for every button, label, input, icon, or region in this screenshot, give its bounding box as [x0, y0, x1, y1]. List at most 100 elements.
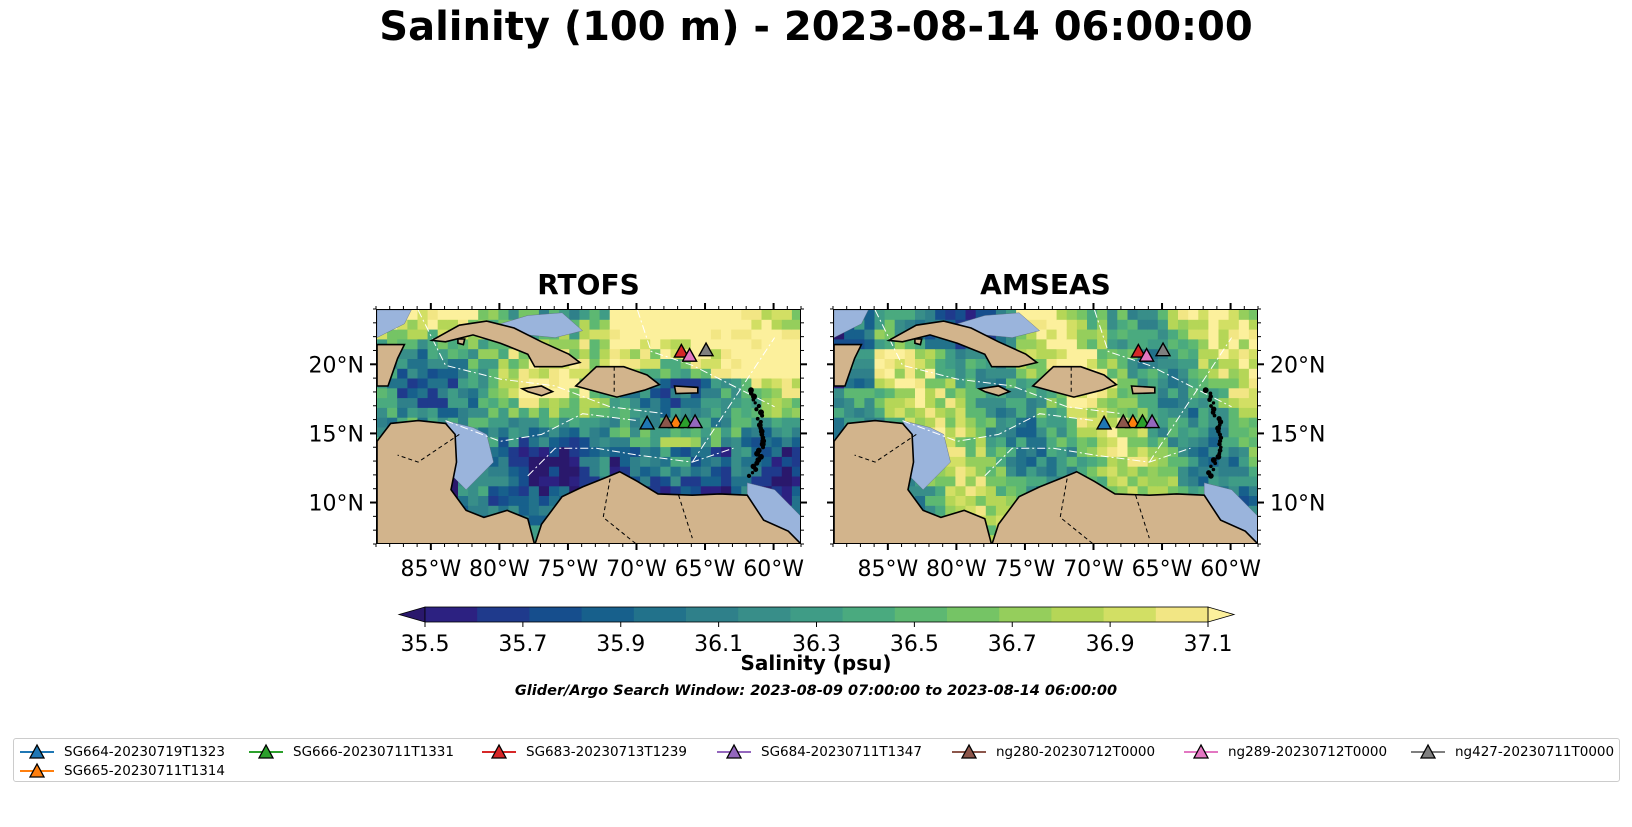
lon-label: 60°W — [743, 557, 804, 582]
glider-marker-ng280-20230712T0000 — [1115, 413, 1132, 429]
panel-title-rtofs: RTOFS — [537, 268, 640, 301]
colorbar-segment — [999, 607, 1052, 622]
legend-item: SG666-20230711T1331 — [249, 743, 454, 761]
glider-marker-SG664-20230719T1323 — [1095, 414, 1113, 430]
colorbar-segment — [1155, 607, 1209, 622]
lon-label: 65°W — [1132, 557, 1193, 582]
glider-marker-ng289-20230712T0000 — [681, 347, 698, 362]
glider-marker-SG665-20230711T1314 — [1124, 413, 1142, 429]
colorbar-extend-low — [397, 606, 426, 623]
colorbar: 35.5 35.7 35.9 36.1 36.3 36.5 36.7 36.9 37.1 — [397, 606, 1236, 657]
land-1 — [377, 419, 536, 543]
shallow-water-2 — [834, 310, 869, 338]
land-6 — [1130, 385, 1156, 395]
colorbar-segment — [686, 607, 739, 622]
glider-legend: SG664-20230719T1323 SG666-20230711T1331 SG… — [13, 738, 1620, 782]
colorbar-tick-label: 35.5 — [401, 632, 450, 657]
colorbar-tick-label: 36.5 — [890, 632, 939, 657]
lat-label: 15°N — [1270, 422, 1325, 447]
land-5 — [519, 385, 555, 397]
land-4 — [1031, 365, 1119, 398]
land-7 — [457, 338, 466, 346]
lat-label: 15°N — [309, 422, 364, 447]
legend-item: SG683-20230713T1239 — [482, 743, 687, 761]
colorbar-segment — [425, 607, 478, 622]
lon-label: 75°W — [538, 557, 599, 582]
lon-label: 70°W — [606, 557, 667, 582]
panel-title-amseas: AMSEAS — [980, 268, 1111, 301]
lon-label: 80°W — [926, 557, 987, 582]
legend-label: ng289-20230712T0000 — [1228, 744, 1388, 760]
colorbar-label: Salinity (psu) — [740, 651, 892, 675]
legend-label: SG665-20230711T1314 — [64, 763, 225, 779]
land-1 — [834, 419, 993, 543]
lat-label: 10°N — [309, 492, 364, 517]
glider-marker-SG666-20230711T1331 — [1134, 413, 1151, 429]
legend-item: ng280-20230712T0000 — [952, 743, 1155, 761]
glider-markers — [1095, 341, 1172, 430]
lat-label: 20°N — [1270, 353, 1325, 378]
legend-marker-icon — [20, 743, 54, 759]
glider-marker-SG684-20230711T1347 — [1143, 413, 1161, 429]
colorbar-segment — [1103, 607, 1157, 622]
legend-marker-icon — [20, 762, 54, 778]
legend-marker-icon — [717, 743, 751, 759]
glider-marker-SG683-20230713T1239 — [1130, 343, 1147, 358]
land-3 — [429, 320, 582, 368]
lon-label: 75°W — [995, 557, 1056, 582]
colorbar-tick-label: 36.1 — [694, 632, 743, 657]
colorbar-segment — [581, 607, 635, 622]
country-borders — [397, 366, 693, 543]
lon-label: 80°W — [469, 557, 530, 582]
glider-marker-ng289-20230712T0000 — [1138, 347, 1155, 362]
lon-label: 85°W — [400, 557, 461, 582]
colorbar-tick-label: 36.3 — [792, 632, 841, 657]
lon-label: 85°W — [857, 557, 918, 582]
colorbar-segment — [529, 607, 583, 622]
land-4 — [574, 365, 662, 398]
glider-marker-SG666-20230711T1331 — [677, 413, 694, 429]
colorbar-segment — [790, 607, 844, 622]
colorbar-extend-high — [1207, 606, 1236, 623]
map-canvas-amseas — [834, 310, 1257, 543]
legend-item: SG684-20230711T1347 — [717, 743, 922, 761]
lon-label: 65°W — [675, 557, 736, 582]
legend-marker-icon — [952, 743, 986, 759]
legend-label: SG664-20230719T1323 — [64, 744, 225, 760]
legend-label: SG684-20230711T1347 — [761, 744, 922, 760]
colorbar-tick-label: 36.9 — [1086, 632, 1135, 657]
glider-marker-SG664-20230719T1323 — [638, 414, 656, 430]
lon-label: 70°W — [1063, 557, 1124, 582]
legend-item: ng289-20230712T0000 — [1184, 743, 1387, 761]
glider-marker-SG683-20230713T1239 — [673, 343, 690, 358]
lon-label: 60°W — [1200, 557, 1261, 582]
map-canvas-rtofs — [377, 310, 800, 543]
figure-title: Salinity (100 m) - 2023-08-14 06:00:00 — [379, 4, 1253, 50]
colorbar-segment — [633, 607, 687, 622]
map-amseas — [833, 309, 1258, 544]
country-borders — [854, 366, 1150, 543]
legend-item: SG664-20230719T1323 — [20, 743, 225, 761]
legend-label: SG666-20230711T1331 — [293, 744, 454, 760]
colorbar-segment — [477, 607, 530, 622]
glider-marker-SG665-20230711T1314 — [667, 413, 685, 429]
colorbar-tick-label: 36.7 — [988, 632, 1037, 657]
shallow-water-2 — [377, 310, 412, 338]
land-2 — [377, 343, 406, 387]
land-0 — [534, 470, 800, 543]
legend-item: ng427-20230711T0000 — [1411, 743, 1614, 761]
glider-marker-ng427-20230711T0000 — [697, 341, 715, 357]
legend-marker-icon — [1411, 743, 1445, 759]
lesser-antilles — [1202, 387, 1224, 479]
colorbar-segment — [1051, 607, 1105, 622]
lesser-antilles — [746, 387, 767, 479]
legend-marker-icon — [249, 743, 283, 759]
colorbar-tick-label: 37.1 — [1184, 632, 1233, 657]
legend-label: ng427-20230711T0000 — [1455, 744, 1615, 760]
legend-marker-icon — [482, 743, 516, 759]
colorbar-segment — [947, 607, 1000, 622]
land-5 — [976, 385, 1012, 397]
legend-label: ng280-20230712T0000 — [996, 744, 1156, 760]
colorbar-tick-label: 35.9 — [596, 632, 645, 657]
